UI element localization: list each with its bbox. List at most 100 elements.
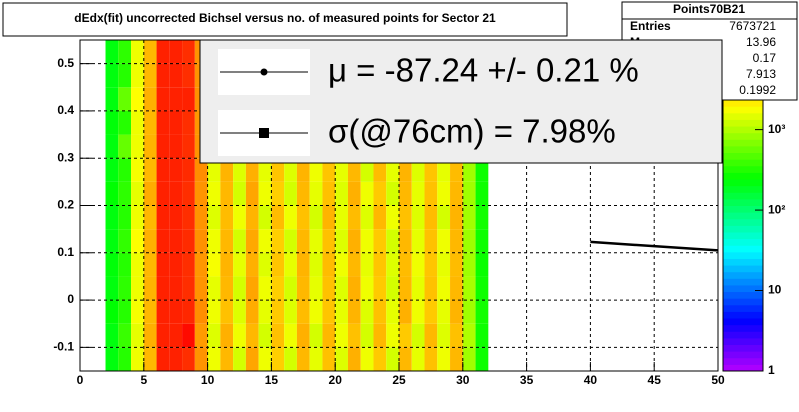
heat-cell (296, 300, 310, 324)
heat-cell (271, 205, 285, 230)
heat-cell (475, 252, 489, 277)
heat-cell (347, 252, 361, 277)
heat-cell (220, 158, 234, 182)
heat-cell (462, 229, 476, 253)
palette-step (723, 284, 763, 293)
heat-cell (437, 229, 451, 253)
heat-cell (207, 276, 221, 301)
heat-cell (258, 252, 272, 277)
heat-cell (245, 276, 259, 301)
heat-cell (335, 181, 348, 206)
heat-cell (386, 347, 399, 371)
palette-step (723, 271, 763, 279)
z-tick-label: 10² (768, 202, 785, 216)
heat-cell (105, 205, 119, 230)
heat-cell (386, 300, 399, 324)
heat-cell (118, 110, 132, 135)
heat-cell (220, 347, 234, 371)
heat-cell (131, 323, 144, 348)
heat-cell (386, 158, 399, 182)
heat-cell (450, 300, 463, 324)
y-tick-label: 0.5 (57, 56, 74, 70)
heat-cell (475, 276, 489, 301)
heat-cell (207, 252, 221, 277)
heat-cell (169, 110, 183, 135)
heat-cell (156, 347, 170, 371)
heat-cell (424, 323, 438, 348)
heat-cell (411, 205, 425, 230)
palette-step (723, 344, 763, 352)
heat-cell (118, 347, 132, 371)
x-tick-label: 45 (648, 373, 662, 387)
heat-cell (182, 300, 195, 324)
profile-line (590, 240, 719, 252)
heat-cell (335, 300, 348, 324)
heat-cell (131, 134, 144, 159)
heat-cell (131, 40, 144, 64)
heat-cell (258, 300, 272, 324)
heat-cell (424, 347, 438, 371)
heat-cell (437, 300, 451, 324)
heat-cell (118, 205, 132, 230)
heat-cell (399, 158, 412, 182)
heat-cell (194, 347, 208, 371)
heat-cell (284, 300, 297, 324)
heat-cell (424, 229, 438, 253)
heat-cell (156, 63, 170, 88)
heat-cell (322, 323, 336, 348)
palette-step (723, 165, 763, 173)
heat-cell (386, 323, 399, 348)
x-tick-label: 20 (329, 373, 343, 387)
palette-step (723, 212, 763, 220)
heat-cell (169, 347, 183, 371)
heat-cell (437, 181, 451, 206)
heat-cell (411, 252, 425, 277)
heat-cell (245, 229, 259, 253)
heat-cell (207, 158, 221, 182)
heat-cell (143, 229, 157, 253)
y-tick-label: -0.1 (53, 340, 74, 354)
heat-cell (296, 252, 310, 277)
heat-cell (347, 158, 361, 182)
heat-cell (131, 229, 144, 253)
stats-value: 0.1992 (739, 83, 776, 97)
heat-cell (169, 87, 183, 111)
heat-cell (220, 276, 234, 301)
heat-cell (143, 110, 157, 135)
heat-cell (322, 181, 336, 206)
heat-cell (143, 300, 157, 324)
heat-cell (322, 205, 336, 230)
heat-cell (296, 347, 310, 371)
heat-cell (437, 323, 451, 348)
heat-cell (258, 205, 272, 230)
heat-cell (169, 300, 183, 324)
heat-cell (245, 347, 259, 371)
heat-cell (411, 276, 425, 301)
heat-cell (424, 158, 438, 182)
heat-cell (309, 229, 323, 253)
heat-cell (156, 252, 170, 277)
palette-step (723, 145, 763, 154)
heat-cell (169, 134, 183, 159)
heat-cell (360, 276, 374, 301)
heat-cell (309, 181, 323, 206)
heat-cell (156, 229, 170, 253)
heat-cell (207, 323, 221, 348)
heat-cell (411, 300, 425, 324)
heat-cell (131, 158, 144, 182)
palette-step (723, 351, 763, 359)
heat-cell (258, 229, 272, 253)
stats-value: 7673721 (729, 19, 776, 33)
palette-step (723, 159, 763, 167)
heat-cell (156, 205, 170, 230)
heat-cell (450, 252, 463, 277)
heat-cell (322, 347, 336, 371)
heat-cell (347, 323, 361, 348)
y-tick-label: 0.4 (57, 103, 74, 117)
heat-cell (131, 205, 144, 230)
heat-cell (271, 229, 285, 253)
heat-cell (194, 323, 208, 348)
heat-cell (475, 181, 489, 206)
heat-cell (143, 181, 157, 206)
palette-step (723, 172, 763, 180)
